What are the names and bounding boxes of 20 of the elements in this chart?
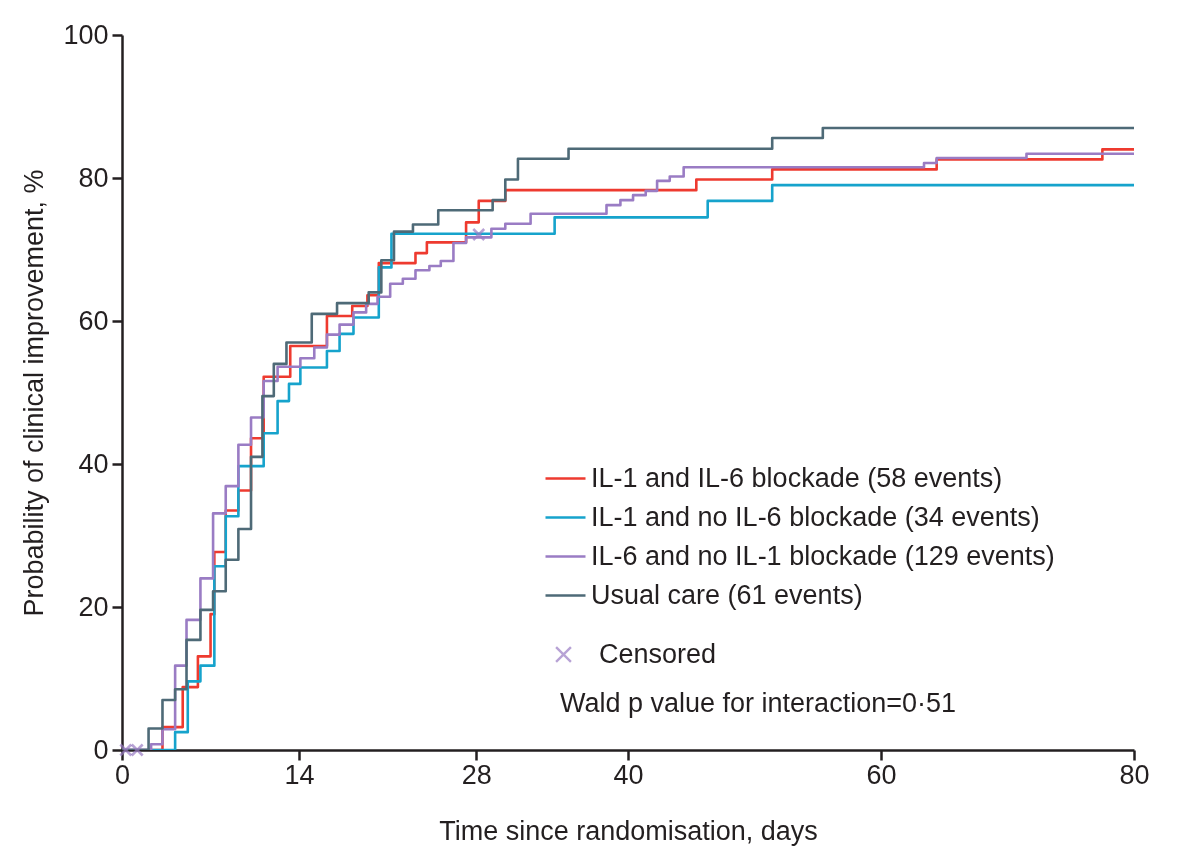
legend-label: Censored [599, 638, 717, 669]
y-tick-label: 20 [78, 591, 109, 622]
y-tick-label: 60 [78, 305, 109, 336]
legend-label: IL-1 and no IL-6 blockade (34 events) [591, 501, 1040, 532]
legend-label: Usual care (61 events) [591, 579, 863, 610]
y-axis-title: Probability of clinical improvement, % [19, 169, 50, 617]
annotation: Wald p value for interaction=0·51 [560, 688, 956, 718]
x-axis-title: Time since randomisation, days [439, 815, 818, 846]
x-tick-label: 60 [866, 759, 897, 790]
x-tick-label: 14 [284, 759, 315, 790]
y-tick-label: 80 [78, 162, 109, 193]
x-tick-label: 40 [613, 759, 644, 790]
x-tick-label: 80 [1119, 759, 1150, 790]
x-tick-label: 28 [461, 759, 492, 790]
x-tick-label: 0 [114, 759, 131, 790]
legend-label: IL-1 and IL-6 blockade (58 events) [591, 462, 1003, 493]
legend-label: IL-6 and no IL-1 blockade (129 events) [591, 540, 1055, 571]
y-tick-label: 0 [93, 734, 109, 765]
y-tick-label: 40 [78, 448, 109, 479]
y-tick-label: 100 [63, 19, 109, 50]
